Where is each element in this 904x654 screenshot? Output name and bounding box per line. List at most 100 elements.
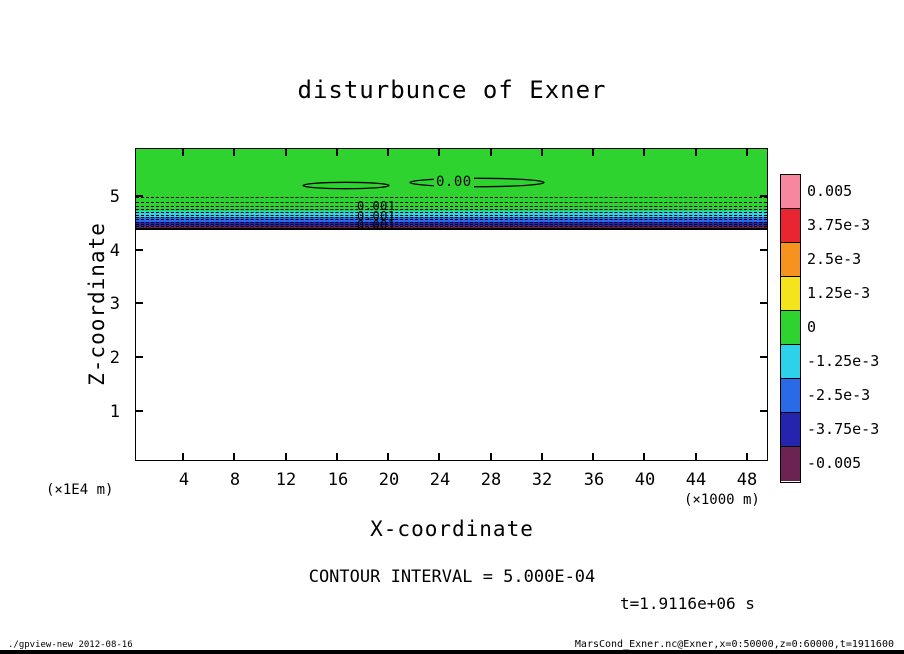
y-tick-label: 2 bbox=[109, 348, 120, 368]
x-tick-mark bbox=[490, 149, 492, 156]
negative-contour-dashed-line bbox=[136, 202, 767, 203]
x-tick-mark bbox=[746, 453, 748, 460]
colorbar-tick-label: -3.75e-3 bbox=[807, 420, 880, 438]
x-tick-mark bbox=[285, 149, 287, 156]
colorbar-tick-label: 1.25e-3 bbox=[807, 284, 871, 302]
contour-label-negative: 0.001 bbox=[357, 199, 396, 213]
x-tick-mark bbox=[541, 453, 543, 460]
x-tick-mark bbox=[182, 453, 184, 460]
negative-contour-dashed-line bbox=[136, 209, 767, 210]
window-border-bottom bbox=[0, 650, 904, 654]
negative-contour-dashed-line bbox=[136, 197, 767, 198]
colorbar-segment bbox=[781, 447, 800, 481]
x-tick-label: 24 bbox=[429, 470, 451, 490]
x-tick-mark bbox=[695, 149, 697, 156]
x-tick-label: 28 bbox=[480, 470, 502, 490]
x-tick-mark bbox=[387, 149, 389, 156]
x-tick-mark bbox=[746, 149, 748, 156]
y-tick-label: 3 bbox=[109, 294, 120, 314]
y-tick-mark bbox=[136, 356, 143, 358]
y-tick-label: 1 bbox=[109, 402, 120, 422]
colorbar-tick-label: -1.25e-3 bbox=[807, 352, 880, 370]
layer-bottom-contour-line bbox=[136, 228, 767, 230]
y-tick-mark bbox=[760, 249, 767, 251]
x-axis-unit: (×1000 m) bbox=[684, 492, 760, 508]
colorbar-tick-label: 3.75e-3 bbox=[807, 216, 871, 234]
x-tick-label: 8 bbox=[229, 470, 241, 490]
colorbar-tick-label: 0 bbox=[807, 318, 817, 336]
colorbar-tick-label: 0.005 bbox=[807, 182, 853, 200]
colorbar-segment bbox=[781, 379, 800, 413]
colorbar-tick-label: -0.005 bbox=[807, 454, 862, 472]
y-tick-mark bbox=[760, 356, 767, 358]
footer-program-text: ./gpview-new 2012-08-16 bbox=[8, 640, 133, 650]
shade-band-cyan bbox=[136, 211, 767, 217]
x-tick-mark bbox=[336, 149, 338, 156]
x-tick-label: 4 bbox=[178, 470, 190, 490]
chart-title: disturbunce of Exner bbox=[297, 76, 607, 104]
y-tick-mark bbox=[136, 302, 143, 304]
x-tick-mark bbox=[387, 453, 389, 460]
x-tick-label: 12 bbox=[275, 470, 297, 490]
x-tick-mark bbox=[336, 453, 338, 460]
x-tick-mark bbox=[643, 149, 645, 156]
colorbar-segment bbox=[781, 311, 800, 345]
x-tick-mark bbox=[592, 149, 594, 156]
x-axis-label: X-coordinate bbox=[370, 517, 534, 541]
colorbar-segment bbox=[781, 413, 800, 447]
negative-contour-dashed-line bbox=[136, 224, 767, 225]
y-tick-label: 4 bbox=[109, 241, 120, 261]
contour-interval-text: CONTOUR INTERVAL = 5.000E-04 bbox=[308, 567, 596, 587]
contour-label-zero: 0.00 bbox=[434, 174, 474, 190]
x-tick-mark bbox=[233, 149, 235, 156]
x-tick-mark bbox=[438, 149, 440, 156]
x-tick-label: 20 bbox=[378, 470, 400, 490]
y-tick-mark bbox=[760, 195, 767, 197]
x-tick-mark bbox=[233, 453, 235, 460]
shade-band-dark bbox=[136, 226, 767, 228]
y-axis-unit: (×1E4 m) bbox=[46, 482, 114, 498]
x-tick-label: 40 bbox=[634, 470, 656, 490]
zero-contour-ellipses bbox=[302, 177, 545, 190]
colorbar-tick-label: 2.5e-3 bbox=[807, 250, 862, 268]
x-tick-mark bbox=[643, 453, 645, 460]
colorbar-tick-label: -2.5e-3 bbox=[807, 386, 871, 404]
x-tick-label: 16 bbox=[327, 470, 349, 490]
negative-contour-dashed-line bbox=[136, 217, 767, 218]
colorbar-segment bbox=[781, 243, 800, 277]
x-tick-mark bbox=[695, 453, 697, 460]
colorbar-segment bbox=[781, 209, 800, 243]
negative-contour-dashed-line bbox=[136, 226, 767, 227]
x-tick-label: 48 bbox=[736, 470, 758, 490]
contour-label-negative: 0.001 bbox=[357, 218, 396, 232]
colorbar-segment bbox=[781, 277, 800, 311]
x-tick-mark bbox=[490, 453, 492, 460]
x-tick-mark bbox=[592, 453, 594, 460]
negative-contour-dashed-line bbox=[136, 206, 767, 207]
y-tick-mark bbox=[760, 410, 767, 412]
x-tick-mark bbox=[541, 149, 543, 156]
x-tick-label: 44 bbox=[685, 470, 707, 490]
footer-file-text: MarsCond_Exner.nc@Exner,x=0:50000,z=0:60… bbox=[574, 639, 894, 650]
y-tick-label: 5 bbox=[109, 187, 120, 207]
colorbar bbox=[780, 174, 801, 483]
y-tick-mark bbox=[136, 195, 143, 197]
negative-contour-dashed-line bbox=[136, 219, 767, 220]
colorbar-segment bbox=[781, 175, 800, 209]
time-text: t=1.9116e+06 s bbox=[620, 594, 755, 613]
x-tick-mark bbox=[285, 453, 287, 460]
x-tick-mark bbox=[438, 453, 440, 460]
plot-area: 0.00 0.001 0.001 0.001 bbox=[135, 148, 768, 461]
x-tick-label: 36 bbox=[583, 470, 605, 490]
x-tick-mark bbox=[182, 149, 184, 156]
negative-contour-dashed-line bbox=[136, 212, 767, 213]
colorbar-segment bbox=[781, 345, 800, 379]
y-tick-mark bbox=[760, 302, 767, 304]
negative-contour-dashed-line bbox=[136, 222, 767, 223]
x-tick-label: 32 bbox=[531, 470, 553, 490]
contour-label-negative: 0.001 bbox=[357, 209, 396, 223]
y-tick-mark bbox=[136, 249, 143, 251]
y-tick-mark bbox=[136, 410, 143, 412]
negative-contour-dashed-line bbox=[136, 215, 767, 216]
